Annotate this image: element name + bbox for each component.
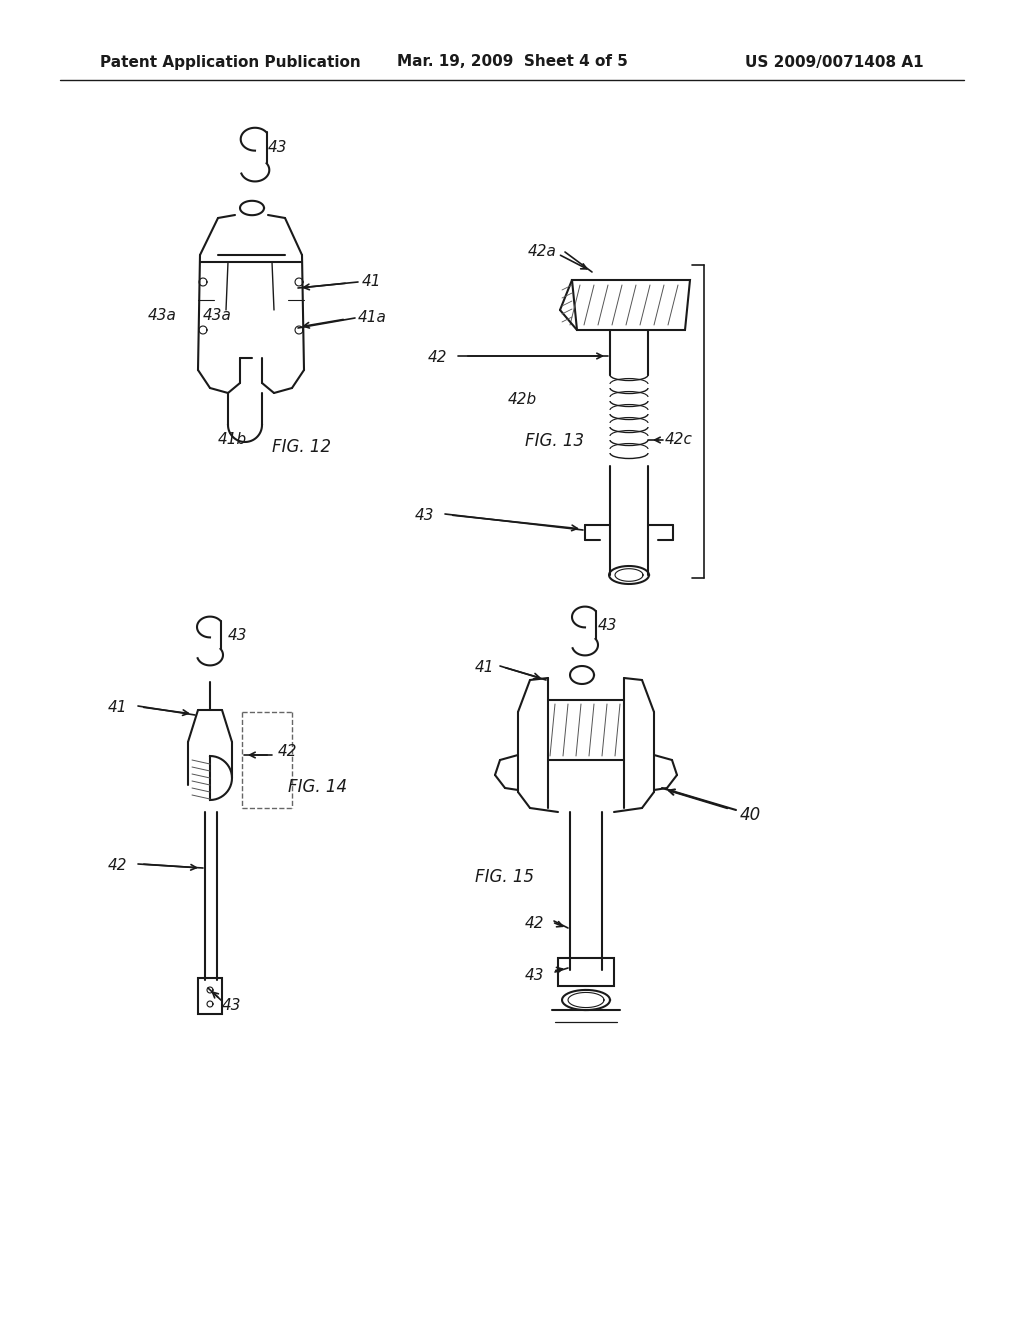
Text: 43: 43: [222, 998, 242, 1012]
Text: 43: 43: [415, 508, 434, 523]
Text: 42: 42: [278, 744, 298, 759]
Text: 42: 42: [525, 916, 545, 931]
Text: 43: 43: [268, 140, 288, 154]
Text: 43: 43: [228, 628, 248, 643]
Text: 42: 42: [428, 350, 447, 366]
Text: FIG. 13: FIG. 13: [525, 432, 584, 450]
Text: 41: 41: [108, 700, 128, 715]
Text: 40: 40: [740, 807, 761, 824]
Text: 42: 42: [108, 858, 128, 873]
Text: 42b: 42b: [508, 392, 538, 407]
Text: 43a: 43a: [148, 308, 177, 323]
Text: 43: 43: [598, 618, 617, 634]
Text: 41: 41: [475, 660, 495, 675]
Text: 42c: 42c: [665, 432, 693, 447]
Text: FIG. 12: FIG. 12: [272, 438, 331, 455]
Text: FIG. 14: FIG. 14: [288, 777, 347, 796]
Text: 42a: 42a: [528, 244, 557, 259]
Text: 41b: 41b: [218, 432, 247, 447]
Bar: [558, 958, 614, 986]
Text: US 2009/0071408 A1: US 2009/0071408 A1: [745, 54, 924, 70]
Text: Patent Application Publication: Patent Application Publication: [100, 54, 360, 70]
Text: Mar. 19, 2009  Sheet 4 of 5: Mar. 19, 2009 Sheet 4 of 5: [396, 54, 628, 70]
Bar: [198, 978, 222, 1014]
Text: 43: 43: [525, 968, 545, 983]
Text: 41a: 41a: [358, 310, 387, 325]
Text: FIG. 15: FIG. 15: [475, 869, 535, 886]
Text: 43a: 43a: [203, 308, 231, 323]
Polygon shape: [572, 280, 690, 330]
Text: 41: 41: [362, 275, 382, 289]
